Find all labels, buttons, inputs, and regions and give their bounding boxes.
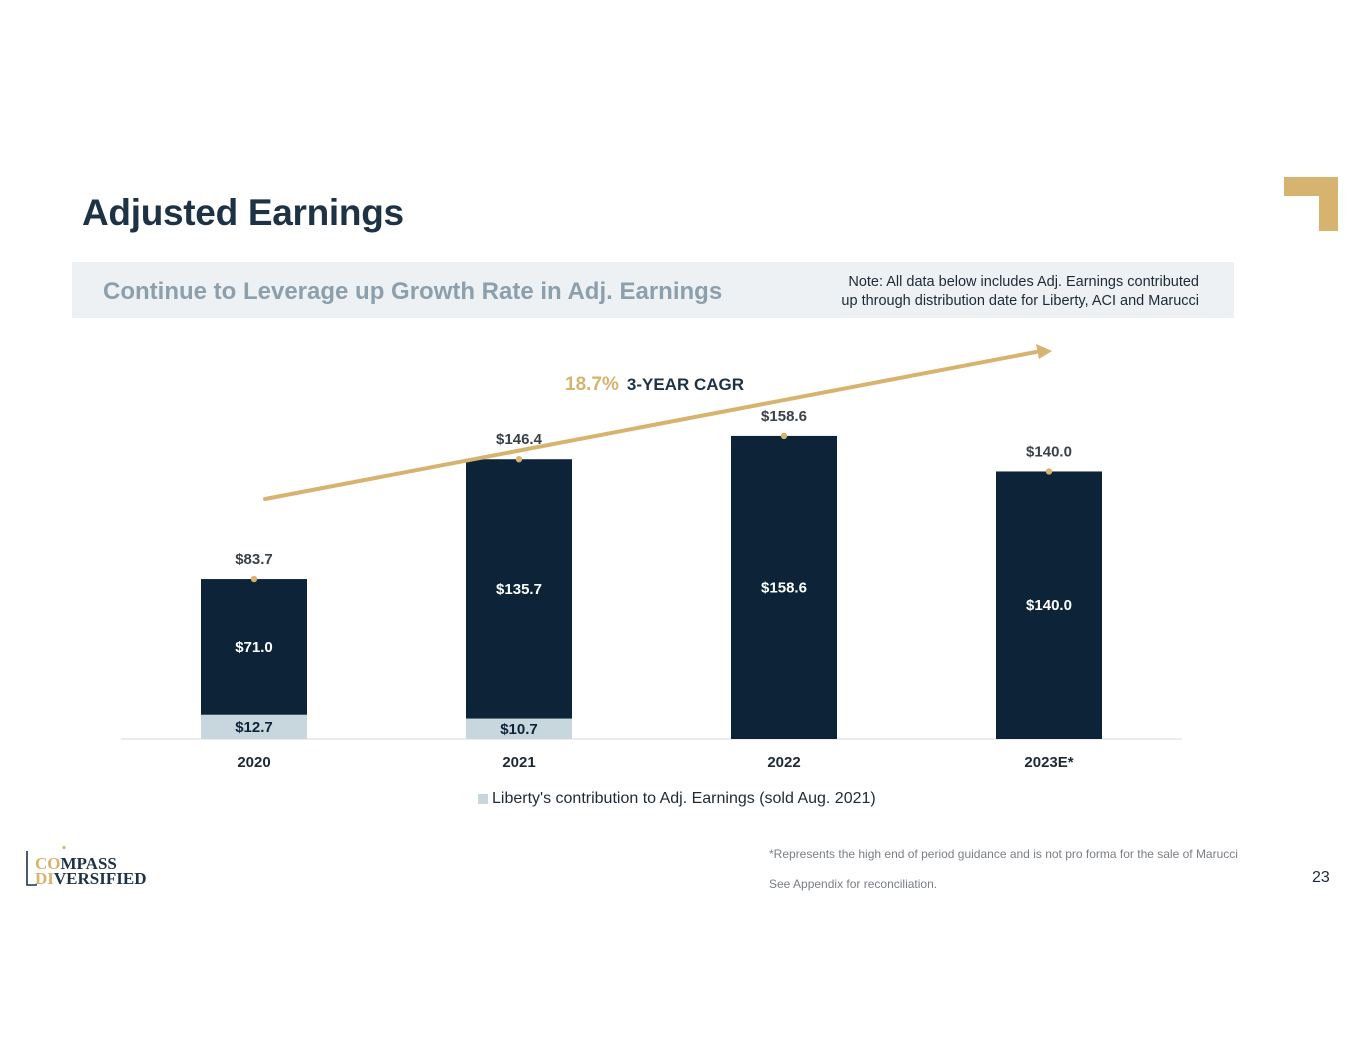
logo-line-1: COMPASS xyxy=(35,854,117,873)
legend-label-liberty: Liberty's contribution to Adj. Earnings … xyxy=(492,790,876,807)
adjusted-earnings-chart: $12.7 $71.0 $83.7 2020 $10.7 $135.7 $146.4 2021… xyxy=(121,344,1182,771)
footnote-appendix: See Appendix for reconciliation. xyxy=(769,877,938,891)
chart-legend: Liberty's contribution to Adj. Earnings … xyxy=(478,790,876,808)
banner-note-line-1: Note: All data below includes Adj. Earni… xyxy=(848,274,1199,290)
cagr-annotation: 18.7% 3-YEAR CAGR xyxy=(565,374,744,395)
footnote-guidance: *Represents the high end of period guida… xyxy=(769,847,1238,861)
cagr-value: 18.7% xyxy=(565,374,619,395)
banner-headline: Continue to Leverage up Growth Rate in A… xyxy=(103,278,723,305)
bar-core-2021 xyxy=(466,459,572,719)
banner-note: Note: All data below includes Adj. Earni… xyxy=(779,273,1199,311)
bar-label-core-2020: $71.0 xyxy=(235,639,273,656)
total-label-2020: $83.7 xyxy=(235,551,273,568)
logo-line-2: DIVERSIFIED xyxy=(35,869,147,887)
legend-swatch-liberty xyxy=(478,794,488,804)
cagr-label: 3-YEAR CAGR xyxy=(627,375,744,394)
total-marker-2020 xyxy=(250,575,258,583)
banner-note-line-2: up through distribution date for Liberty… xyxy=(841,293,1199,309)
x-tick-label-2023E*: 2023E* xyxy=(1024,754,1073,771)
x-tick-label-2022: 2022 xyxy=(767,754,800,771)
cagr-arrow-head-icon xyxy=(1036,344,1052,359)
subtitle-banner: Continue to Leverage up Growth Rate in A… xyxy=(72,262,1234,318)
total-label-2023E*: $140.0 xyxy=(1026,443,1072,460)
bar-label-liberty-2021: $10.7 xyxy=(500,721,538,738)
company-logo: COMPASS DIVERSIFIED xyxy=(26,845,147,887)
bar-core-2023E* xyxy=(996,471,1102,739)
bar-core-2020 xyxy=(201,579,307,715)
bar-core-2022 xyxy=(731,435,837,739)
corner-bracket-icon xyxy=(1284,177,1338,231)
x-tick-label-2021: 2021 xyxy=(502,754,535,771)
total-marker-2023E* xyxy=(1045,468,1053,475)
total-marker-2022 xyxy=(780,432,788,440)
bar-label-liberty-2020: $12.7 xyxy=(235,719,273,736)
cagr-trend-line xyxy=(263,350,1038,501)
total-label-2022: $158.6 xyxy=(761,408,807,425)
bar-label-core-2022: $158.6 xyxy=(761,579,807,596)
total-marker-2021 xyxy=(515,456,523,463)
bar-liberty-2020 xyxy=(201,714,307,739)
bar-label-core-2021: $135.7 xyxy=(496,581,542,598)
page-number: 23 xyxy=(1312,869,1330,886)
bar-label-core-2023E*: $140.0 xyxy=(1026,597,1072,614)
x-tick-label-2020: 2020 xyxy=(237,754,270,771)
bar-liberty-2021 xyxy=(466,718,572,739)
page-title: Adjusted Earnings xyxy=(82,192,404,233)
total-label-2021: $146.4 xyxy=(496,431,543,448)
